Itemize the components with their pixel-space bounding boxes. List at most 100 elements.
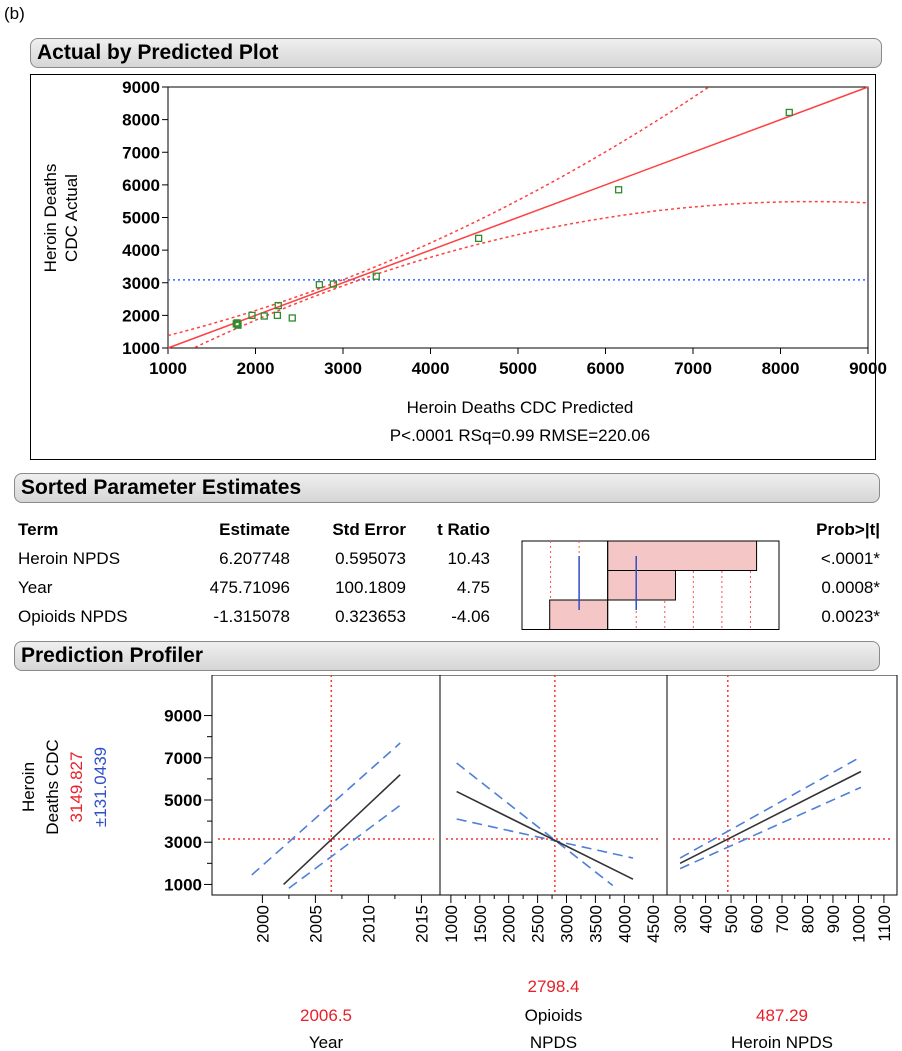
actual-by-predicted-frame [30,74,876,460]
col-header-std-error: Std Error [332,520,406,539]
avp-y-tick-label: 2000 [122,306,160,325]
profiler-x-tick-label: 400 [697,905,716,933]
actual-by-predicted-chart: 1000 2000 3000 4000 5000 6000 7000 8000 9000 1000… [41,78,887,378]
prediction-profiler-title: Prediction Profiler [21,644,204,667]
avp-data-point [248,311,256,320]
avp-y-tick-label: 9000 [122,78,160,97]
avp-y-axis-label-line2: CDC Actual [62,174,81,262]
avp-lower-confidence-curve [192,200,868,348]
profiler-prediction-line [679,770,862,865]
avp-y-tick-label: 8000 [122,111,160,130]
term-cell: Opioids NPDS [18,607,128,626]
avp-data-point [474,234,483,243]
profiler-x-tick-label: 2500 [529,905,548,943]
t-ratio-bar-chart [521,540,780,630]
std-error-cell: 0.595073 [335,549,406,568]
estimate-cell: 6.207748 [219,549,290,568]
t-ratio-cell: 10.43 [447,549,490,568]
avp-y-axis-label-line1: Heroin Deaths [41,164,60,273]
sorted-estimates-title: Sorted Parameter Estimates [21,476,302,499]
avp-y-tick-label: 1000 [122,339,160,358]
profiler-x-tick-label: 1500 [471,905,490,943]
profiler-x-tick-label: 500 [722,905,741,933]
profiler-y-ci: ±131.0439 [91,747,110,827]
profiler-y-label-line1: Heroin [19,762,38,812]
actual-by-predicted-header[interactable]: Actual by Predicted Plot [30,38,882,68]
prob-cell: <.0001* [820,549,880,568]
profiler-prediction-line [283,774,401,886]
avp-y-tick-label: 3000 [122,274,160,293]
avp-data-point [273,311,282,320]
profiler-x-tick-label: 600 [748,905,767,933]
profiler-panel-frame [666,675,898,896]
avp-data-point [785,108,793,117]
prediction-profiler-chart: 1000 3000 5000 7000 9000 Heroin Deaths CDC 3149… [19,675,898,1051]
prob-cell: 0.0023* [821,607,880,626]
profiler-panel-frame [211,675,441,896]
profiler-y-tick-label: 7000 [164,749,202,768]
col-header-prob: Prob>|t| [816,520,880,539]
profiler-lower-ci-line [679,786,862,870]
avp-x-tick-label: 1000 [149,359,187,378]
term-cell: Year [18,578,53,597]
profiler-x-label-line1: Opioids [525,1006,583,1025]
col-header-term: Term [18,520,59,539]
prob-cell: 0.0008* [821,578,880,597]
avp-data-point [329,280,338,288]
sorted-estimates-header[interactable]: Sorted Parameter Estimates [14,473,880,503]
profiler-x-tick-label: 2000 [253,905,272,943]
term-cell: Heroin NPDS [18,549,121,568]
avp-x-tick-label: 7000 [674,359,712,378]
profiler-prediction-line [456,790,634,880]
t-ratio-cell: 4.75 [456,578,490,597]
profiler-y-label-line2: Deaths CDC [43,739,62,834]
profiler-x-tick-label: 2010 [359,905,378,943]
avp-data-point [232,320,240,328]
profiler-x-label: Heroin NPDS [731,1033,833,1051]
profiler-y-tick-label: 3000 [164,833,202,852]
estimate-cell: -1.315078 [213,607,290,626]
avp-x-tick-label: 9000 [849,359,887,378]
profiler-y-tick-label: 9000 [164,707,202,726]
avp-data-point [288,314,296,322]
std-error-cell: 0.323653 [335,607,406,626]
avp-x-tick-label: 6000 [587,359,625,378]
profiler-upper-ci-line [456,762,614,887]
estimate-cell: 475.71096 [209,578,290,597]
profiler-x-label: Year [309,1033,344,1051]
profiler-y-value: 3149.827 [67,752,86,823]
avp-data-point [233,319,241,327]
panel-tag: (b) [4,4,25,23]
actual-by-predicted-title: Actual by Predicted Plot [37,41,279,64]
profiler-x-tick-label: 300 [671,905,690,933]
profiler-current-x-value: 2798.4 [528,977,580,996]
profiler-x-tick-label: 800 [798,905,817,933]
t-ratio-cell: -4.06 [451,607,490,626]
avp-y-tick-label: 6000 [122,176,160,195]
profiler-y-tick-label: 1000 [164,875,202,894]
profiler-upper-ci-line [679,756,862,859]
prediction-profiler-header[interactable]: Prediction Profiler [14,641,880,671]
t-ratio-bar [607,540,758,571]
avp-x-tick-label: 2000 [237,359,275,378]
avp-x-tick-label: 8000 [762,359,800,378]
t-ratio-bar [607,570,676,601]
avp-data-point [315,281,324,289]
std-error-cell: 100.1809 [335,578,406,597]
profiler-x-tick-label: 2005 [306,905,325,943]
profiler-lower-ci-line [288,804,401,889]
avp-data-point [234,321,242,329]
profiler-x-tick-label: 900 [824,905,843,933]
col-header-t-ratio: t Ratio [437,520,490,539]
profiler-x-tick-label: 3000 [558,905,577,943]
avp-x-axis-label: Heroin Deaths CDC Predicted [406,398,634,417]
profiler-x-tick-label: 1100 [875,905,894,942]
profiler-x-tick-label: 4500 [644,905,663,943]
profiler-upper-ci-line [251,742,401,876]
avp-y-tick-label: 5000 [122,209,160,228]
avp-upper-confidence-curve [168,87,711,337]
avp-x-tick-label: 5000 [499,359,537,378]
avp-y-tick-label: 7000 [122,143,160,162]
profiler-x-tick-label: 4000 [615,905,634,943]
profiler-y-tick-label: 5000 [164,791,202,810]
